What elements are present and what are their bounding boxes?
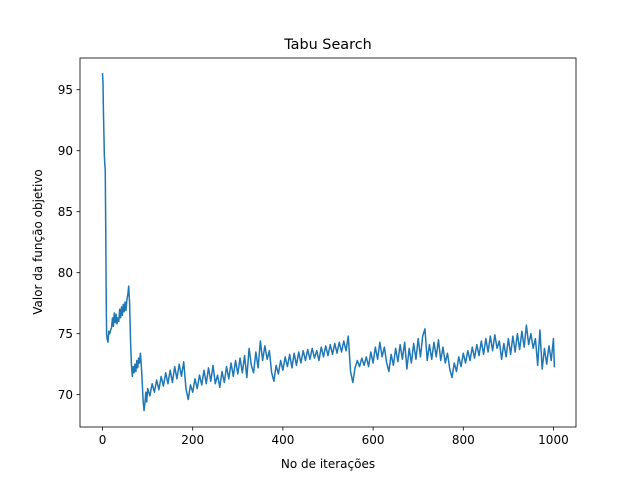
x-tick-label: 0 xyxy=(99,433,107,447)
plot-area xyxy=(79,57,577,428)
x-tick-label: 1000 xyxy=(538,433,569,447)
y-axis-label: Valor da função objetivo xyxy=(31,169,45,315)
y-tick-label: 75 xyxy=(58,327,73,341)
y-tick-label: 90 xyxy=(58,144,73,158)
x-axis-label: No de iterações xyxy=(281,457,375,471)
x-tick-label: 800 xyxy=(452,433,475,447)
x-axis: 0 200 400 600 800 1000 xyxy=(99,427,569,447)
chart-title: Tabu Search xyxy=(283,37,372,53)
plot-frame xyxy=(79,57,577,428)
x-tick-label: 200 xyxy=(181,433,204,447)
y-tick-label: 85 xyxy=(58,205,73,219)
x-tick-label: 400 xyxy=(271,433,294,447)
x-tick-label: 600 xyxy=(362,433,385,447)
y-tick-label: 95 xyxy=(58,83,73,97)
plot-background xyxy=(80,58,576,427)
y-tick-label: 70 xyxy=(58,388,73,402)
y-tick-label: 80 xyxy=(58,266,73,280)
y-axis: 70 75 80 85 90 95 xyxy=(58,83,80,402)
series-line xyxy=(101,73,556,412)
